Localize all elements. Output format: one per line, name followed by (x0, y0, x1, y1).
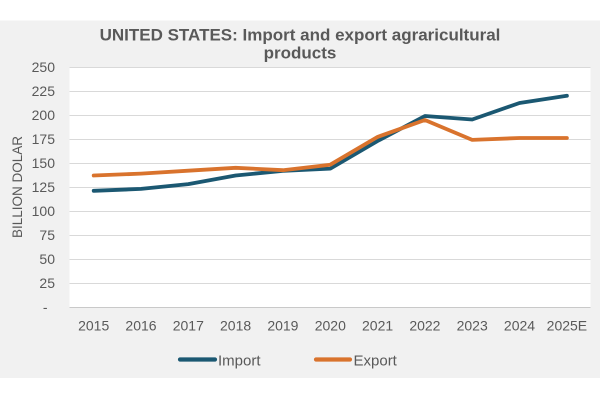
svg-text:2016: 2016 (125, 318, 156, 334)
svg-text:2015: 2015 (78, 318, 109, 334)
svg-text:125: 125 (32, 179, 56, 195)
svg-text:100: 100 (32, 203, 56, 219)
svg-text:Import: Import (218, 353, 261, 370)
svg-text:-: - (43, 299, 48, 315)
svg-text:Export: Export (354, 353, 398, 370)
svg-text:2024: 2024 (504, 318, 535, 334)
svg-text:products: products (264, 44, 337, 63)
svg-text:2019: 2019 (267, 318, 298, 334)
svg-text:2023: 2023 (457, 318, 488, 334)
svg-text:175: 175 (32, 131, 56, 147)
svg-text:2017: 2017 (173, 318, 204, 334)
svg-text:50: 50 (39, 251, 55, 267)
svg-text:250: 250 (32, 59, 56, 75)
svg-text:75: 75 (39, 227, 55, 243)
svg-text:225: 225 (32, 83, 56, 99)
svg-text:BILLION DOLAR: BILLION DOLAR (10, 136, 25, 238)
svg-text:2025E: 2025E (547, 318, 587, 334)
svg-text:UNITED STATES: Import and expo: UNITED STATES: Import and export agraric… (100, 26, 501, 45)
svg-text:2021: 2021 (362, 318, 393, 334)
svg-text:2022: 2022 (409, 318, 440, 334)
svg-text:150: 150 (32, 155, 56, 171)
svg-text:2018: 2018 (220, 318, 251, 334)
svg-text:25: 25 (39, 275, 55, 291)
svg-text:200: 200 (32, 107, 56, 123)
svg-text:2020: 2020 (315, 318, 346, 334)
